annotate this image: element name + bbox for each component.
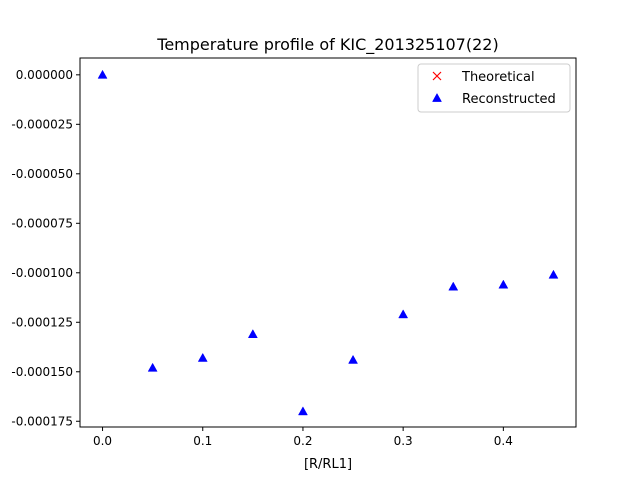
y-tick-label: -0.000125 [11,315,73,329]
data-point [147,362,158,372]
legend-marker [432,71,442,81]
data-point [398,309,409,319]
data-point [247,329,258,339]
x-axis-label: [R/RL1] [304,457,352,472]
x-tick-label: 0.1 [193,434,212,448]
x-tick-label: 0.2 [293,434,312,448]
x-tick-label: 0.4 [494,434,513,448]
plot-area: 0.0 0.1 0.2 0.3 0.4 0.000000 -0.000025 -0.00005… [11,57,577,448]
x-tick-label: 0.3 [394,434,413,448]
y-tick-label: -0.000025 [11,117,73,131]
legend-label: Reconstructed [462,92,556,107]
legend-label: Theoretical [461,70,535,85]
data-point [448,281,459,291]
y-tick-label: 0.000000 [16,68,73,82]
data-point [298,406,308,416]
y-tick-label: -0.000150 [11,365,73,379]
data-point [548,269,559,279]
legend-marker [432,92,442,102]
data-point [348,354,358,364]
data-point [197,352,208,362]
data-point [498,279,509,289]
y-tick-label: -0.000050 [11,167,73,181]
legend-box [417,63,571,113]
plot-frame [79,57,577,428]
data-point [97,69,108,79]
y-tick-label: -0.000175 [11,414,73,428]
x-tick-label: 0.0 [93,434,112,448]
y-tick-label: -0.000075 [11,216,73,230]
y-tick-label: -0.000100 [11,266,73,280]
chart-title: Temperature profile of KIC_201325107(22) [156,35,498,55]
